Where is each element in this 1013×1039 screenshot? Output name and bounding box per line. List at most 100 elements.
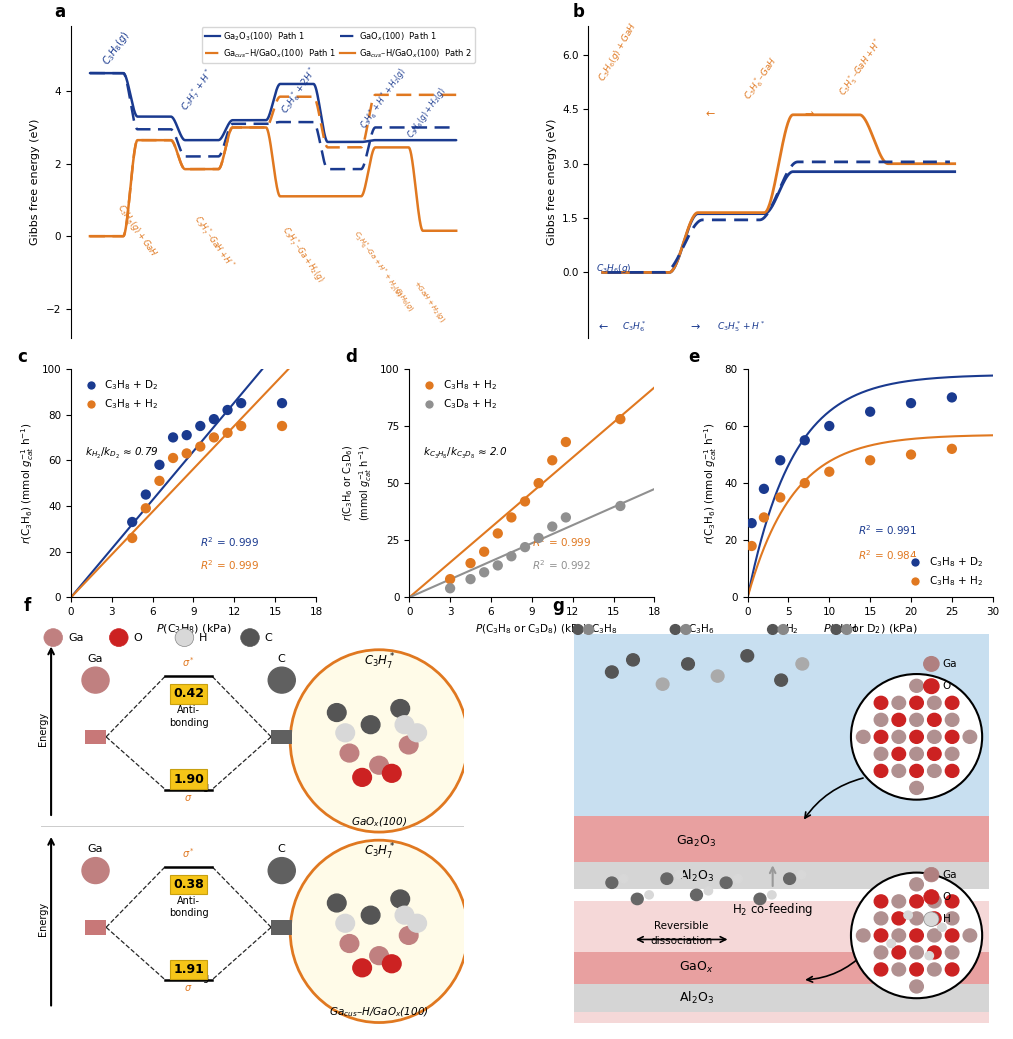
Point xyxy=(544,452,560,469)
Point xyxy=(944,389,960,405)
Circle shape xyxy=(720,877,732,888)
Point xyxy=(517,539,533,556)
Point xyxy=(476,564,492,581)
Text: $C_3H_6(g)$: $C_3H_6(g)$ xyxy=(596,262,631,274)
Text: bonding: bonding xyxy=(169,908,209,918)
Circle shape xyxy=(874,912,887,925)
Ellipse shape xyxy=(290,649,468,832)
Circle shape xyxy=(963,929,977,942)
Circle shape xyxy=(175,629,193,646)
Text: $R^2$ = 0.999: $R^2$ = 0.999 xyxy=(532,535,591,550)
Point xyxy=(531,475,547,491)
Point xyxy=(233,395,249,411)
Text: $C_3H_6(g)+GaH$: $C_3H_6(g)+GaH$ xyxy=(596,21,640,84)
Circle shape xyxy=(691,889,702,901)
Point xyxy=(612,410,628,427)
Circle shape xyxy=(353,959,372,977)
Circle shape xyxy=(675,871,683,879)
Point xyxy=(612,498,628,514)
Point xyxy=(862,403,878,420)
Text: Ga: Ga xyxy=(943,659,957,669)
Point xyxy=(138,500,154,516)
Circle shape xyxy=(945,895,959,908)
Circle shape xyxy=(768,624,778,635)
Circle shape xyxy=(362,716,380,734)
Text: Ga$_{cus}$–H/GaO$_x$(100): Ga$_{cus}$–H/GaO$_x$(100) xyxy=(329,1006,428,1019)
Text: O: O xyxy=(943,891,951,902)
Text: Ga: Ga xyxy=(68,634,83,643)
Text: O: O xyxy=(943,682,951,691)
Circle shape xyxy=(362,906,380,924)
Text: dissociation: dissociation xyxy=(650,935,713,945)
Legend: C$_3$H$_8$ + D$_2$, C$_3$H$_8$ + H$_2$: C$_3$H$_8$ + D$_2$, C$_3$H$_8$ + H$_2$ xyxy=(901,551,988,592)
Circle shape xyxy=(928,929,941,942)
Circle shape xyxy=(340,744,359,762)
Point xyxy=(744,515,760,532)
Circle shape xyxy=(733,875,743,883)
Text: 1.90: 1.90 xyxy=(173,773,204,785)
Point xyxy=(476,543,492,560)
Circle shape xyxy=(928,765,941,777)
Text: O: O xyxy=(134,634,143,643)
Point xyxy=(165,450,181,467)
Circle shape xyxy=(910,714,923,726)
Circle shape xyxy=(928,696,941,710)
Point xyxy=(220,425,236,442)
Circle shape xyxy=(910,765,923,777)
Circle shape xyxy=(928,963,941,976)
Y-axis label: $r$(C$_3$H$_6$) (mmol $g_{cat}^{-1}$ h$^{-1}$): $r$(C$_3$H$_6$) (mmol $g_{cat}^{-1}$ h$^… xyxy=(19,422,36,544)
Circle shape xyxy=(268,667,296,693)
Legend: C$_3$H$_8$ + H$_2$, C$_3$D$_8$ + H$_2$: C$_3$H$_8$ + H$_2$, C$_3$D$_8$ + H$_2$ xyxy=(414,374,501,416)
Text: $C_3H_6(g)$: $C_3H_6(g)$ xyxy=(392,286,416,314)
Circle shape xyxy=(892,747,906,761)
Circle shape xyxy=(681,624,691,635)
Legend: Ga$_2$O$_3$(100)  Path 1, Ga$_{cus}$–H/GaO$_x$(100)  Path 1, GaO$_x$(100)  Path : Ga$_2$O$_3$(100) Path 1, Ga$_{cus}$–H/Ga… xyxy=(202,27,475,62)
Circle shape xyxy=(892,696,906,710)
Circle shape xyxy=(851,873,983,998)
FancyBboxPatch shape xyxy=(573,901,989,1022)
X-axis label: $P$(C$_3$H$_8$ or C$_3$D$_8$) (kPa): $P$(C$_3$H$_8$ or C$_3$D$_8$) (kPa) xyxy=(475,622,589,636)
FancyBboxPatch shape xyxy=(573,862,989,888)
Ellipse shape xyxy=(290,841,468,1022)
Circle shape xyxy=(910,747,923,761)
Circle shape xyxy=(842,624,852,635)
Point xyxy=(944,441,960,457)
Text: $C_3H_7^*$–$GaH+H^*$: $C_3H_7^*$–$GaH+H^*$ xyxy=(189,212,237,271)
Text: f: f xyxy=(23,597,30,615)
FancyBboxPatch shape xyxy=(170,684,208,703)
Point xyxy=(796,432,812,449)
Circle shape xyxy=(82,667,109,693)
Circle shape xyxy=(370,947,388,964)
Point xyxy=(151,473,167,489)
Y-axis label: Gibbs free energy (eV): Gibbs free energy (eV) xyxy=(547,118,556,245)
X-axis label: $P$(H$_2$ or D$_2$) (kPa): $P$(H$_2$ or D$_2$) (kPa) xyxy=(823,622,918,636)
Circle shape xyxy=(754,894,766,905)
Text: $C_3H_6(g)+H_2(g)$: $C_3H_6(g)+H_2(g)$ xyxy=(404,84,449,140)
Circle shape xyxy=(44,629,63,646)
Circle shape xyxy=(910,929,923,942)
Circle shape xyxy=(856,929,870,942)
Text: Anti-: Anti- xyxy=(177,705,201,716)
Circle shape xyxy=(620,875,628,883)
Text: $\rightarrow$: $\rightarrow$ xyxy=(688,321,701,330)
Circle shape xyxy=(945,945,959,959)
Point xyxy=(138,486,154,503)
Text: $C_3H_6^*$–$Ga+H^*+H_2(g)$: $C_3H_6^*$–$Ga+H^*+H_2(g)$ xyxy=(349,229,405,300)
Circle shape xyxy=(945,696,959,710)
Circle shape xyxy=(904,911,913,920)
Text: $C_3H_6^*$–$GaH$: $C_3H_6^*$–$GaH$ xyxy=(741,54,781,103)
Text: Bonding: Bonding xyxy=(168,782,209,793)
Point xyxy=(151,456,167,473)
Circle shape xyxy=(910,680,923,692)
Circle shape xyxy=(874,945,887,959)
Point xyxy=(178,445,194,461)
Text: C: C xyxy=(278,654,286,664)
Circle shape xyxy=(892,929,906,942)
Point xyxy=(544,518,560,535)
Text: $C_3H_7^*+H^*$: $C_3H_7^*+H^*$ xyxy=(178,65,218,114)
Circle shape xyxy=(910,730,923,743)
Circle shape xyxy=(797,871,805,879)
Circle shape xyxy=(391,890,409,908)
Circle shape xyxy=(656,678,669,690)
Circle shape xyxy=(928,747,941,761)
